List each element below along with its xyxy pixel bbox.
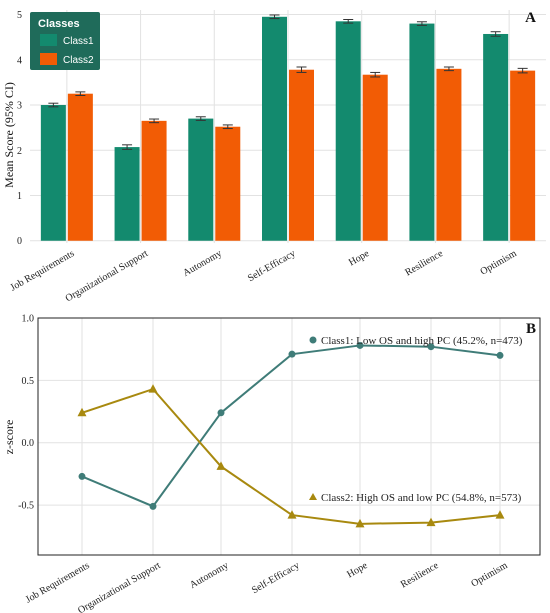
point-class1 [496,351,504,359]
y-tick-label-b: 0.0 [22,438,35,449]
point-class1 [288,350,296,358]
bar-class2 [67,93,93,241]
y-tick-label-a: 2 [17,146,22,157]
point-class1 [78,472,86,480]
panel-a-bars [40,16,536,241]
y-tick-label-b: 1.0 [22,314,35,325]
panel-b-frame [37,317,541,556]
y-tick-label-b: -0.5 [18,501,34,512]
bar-class1 [335,21,361,241]
class1-annotation-marker [309,336,317,344]
panel-b-label: B [526,321,536,337]
point-class1 [356,341,364,349]
bar-class2 [510,70,536,241]
point-class2 [287,510,297,519]
bar-class2 [141,120,167,241]
panel-a-error-bars [48,14,528,150]
y-tick-label-a: 1 [17,191,22,202]
bar-class1 [188,118,214,241]
y-tick-label-a: 4 [17,55,22,66]
y-tick-label-a: 5 [17,10,22,21]
point-class2 [77,407,87,417]
bar-class2 [215,126,241,241]
point-class2 [355,518,365,528]
panel-b-series-annotations: Class1: Low OS and high PC (45.2%, n=473… [309,335,523,504]
class1-annotation-label: Class1: Low OS and high PC (45.2%, n=473… [321,335,523,347]
point-class1 [427,343,435,351]
point-class2 [216,461,226,470]
bar-class1 [483,33,509,241]
y-tick-label-a: 3 [17,101,22,112]
legend-title: Classes [38,18,80,30]
point-class2 [426,517,436,527]
class2-annotation-marker [309,493,317,500]
legend-label-class1: Class1 [63,36,94,47]
point-class1 [149,502,157,510]
panel-b-markers [77,341,505,528]
bar-class1 [262,16,287,241]
bar-class2 [289,69,314,241]
bar-class1 [114,147,140,241]
panel-a-y-axis-title: Mean Score (95% CI) [2,82,16,188]
panel-a-y-ticks: 0 1 2 3 4 5 [17,10,22,247]
point-class1 [217,409,225,417]
panel-a-legend: Classes Class1 Class2 [30,12,100,70]
panel-b-y-axis-title: z-score [2,420,16,455]
legend-swatch-class2 [40,53,57,65]
bar-class1 [409,23,435,241]
panel-a-label: A [525,10,536,26]
bar-class1 [40,105,66,241]
class2-annotation-label: Class2: High OS and low PC (54.8%, n=573… [321,492,522,504]
bar-class2 [436,68,462,241]
point-class2 [148,384,158,393]
legend-label-class2: Class2 [63,55,94,66]
legend-swatch-class1 [40,34,57,46]
panel-b-y-ticks: -0.5 0.0 0.5 1.0 [18,314,34,512]
point-class2 [495,510,505,519]
y-tick-label-a: 0 [17,236,22,247]
bar-class2 [362,74,388,241]
y-tick-label-b: 0.5 [22,376,35,387]
